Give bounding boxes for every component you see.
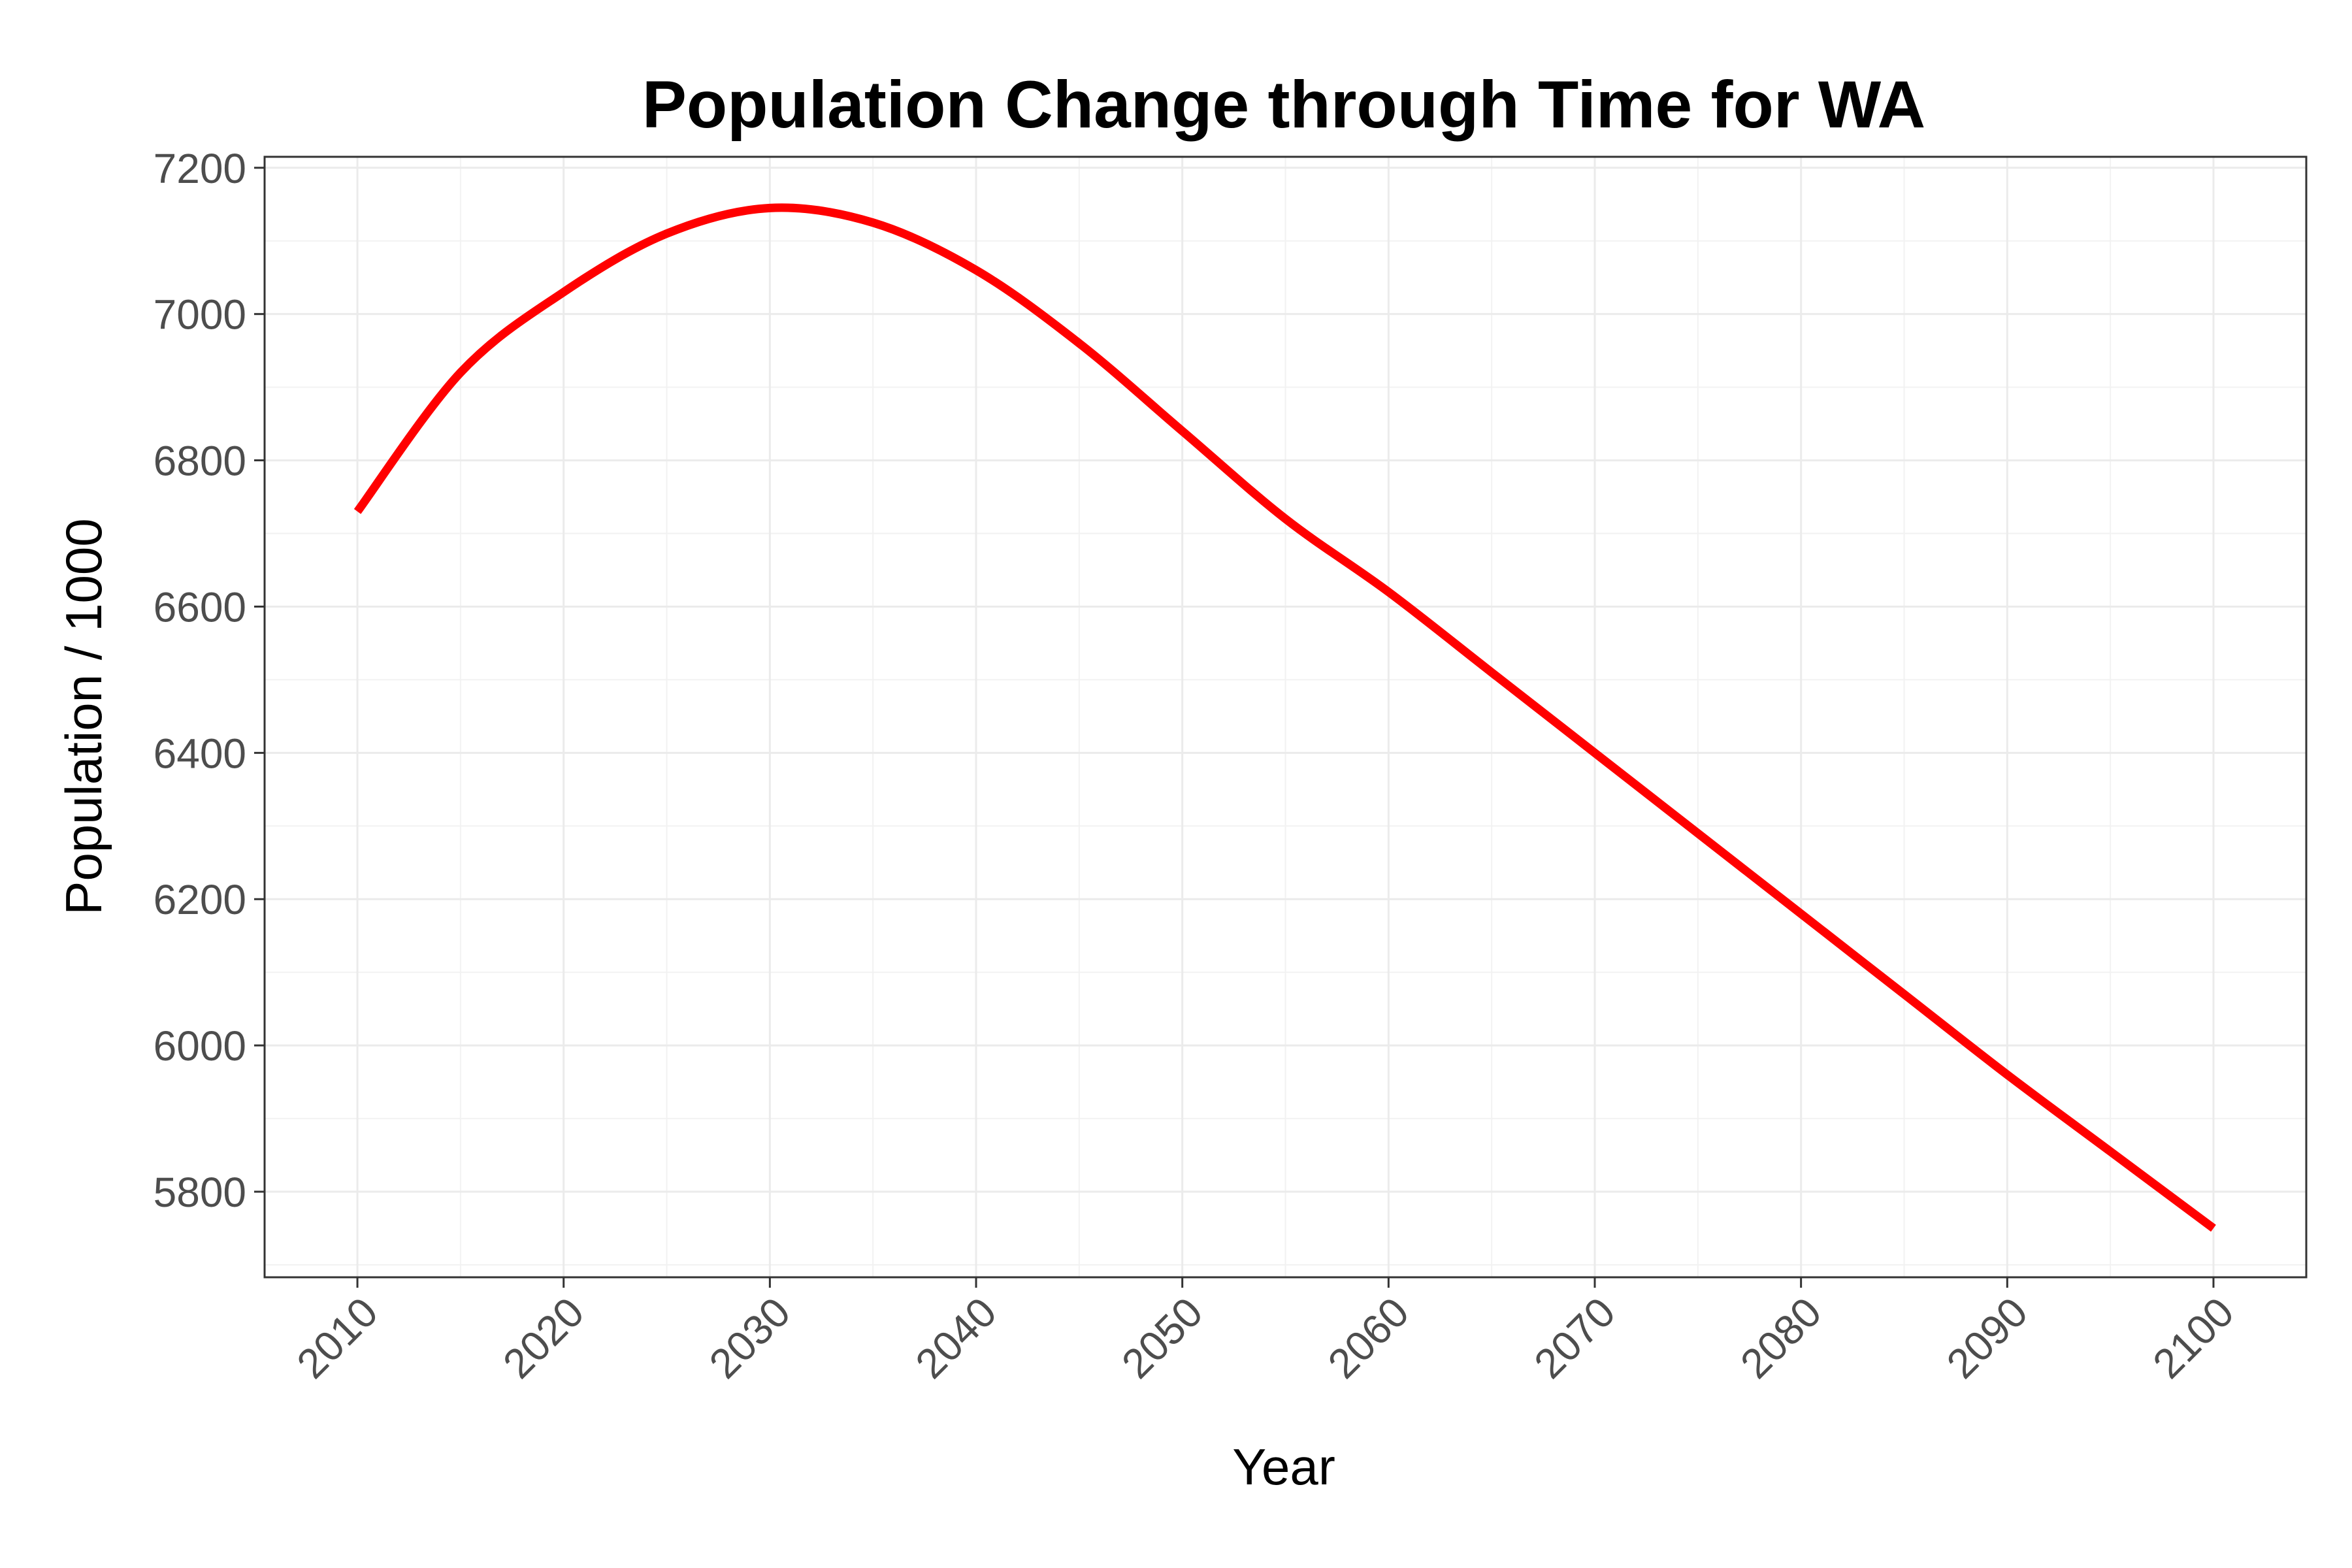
y-tick-label: 6800	[154, 438, 246, 485]
y-tick-label: 7200	[154, 145, 246, 192]
y-tick-label: 6200	[154, 876, 246, 923]
minor-gridlines	[265, 157, 2306, 1277]
series-layer	[353, 203, 2216, 1232]
y-tick-label: 7000	[154, 291, 246, 338]
y-tick-label: 6400	[154, 730, 246, 777]
y-tick-label: 5800	[154, 1169, 246, 1216]
x-axis-title: Year	[1232, 1438, 1335, 1495]
population-series-line	[353, 203, 2216, 1232]
y-axis: 5800 6000 6200 6400 6600 6800 7000 7200	[154, 145, 265, 1216]
y-axis-title: Population / 1000	[55, 518, 112, 915]
y-tick-label: 6000	[154, 1022, 246, 1070]
y-tick-label: 6600	[154, 583, 246, 630]
major-gridlines	[265, 157, 2306, 1277]
chart-title: Population Change through Time for WA	[642, 67, 1925, 142]
plot-panel-border	[263, 155, 2308, 1279]
